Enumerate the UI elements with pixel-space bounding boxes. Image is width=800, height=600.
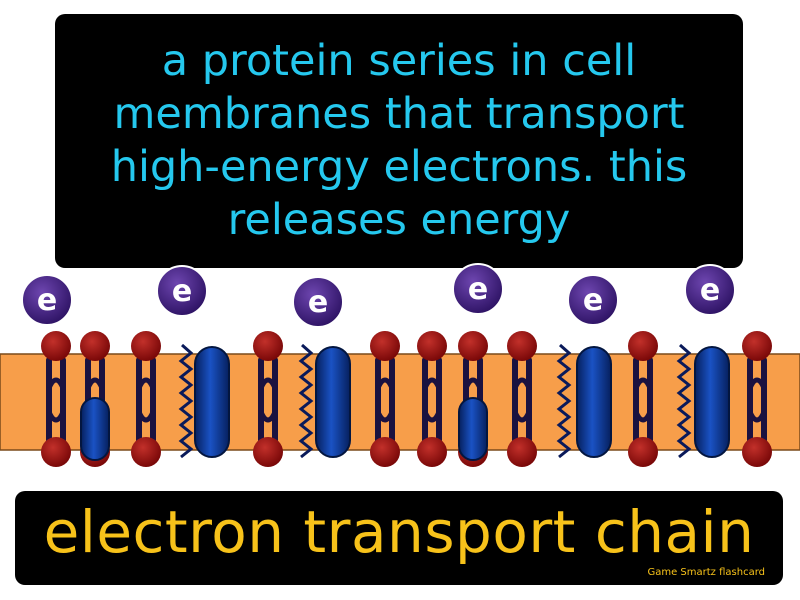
small-protein (80, 397, 110, 461)
lipid-tail (136, 357, 156, 443)
lipid-tail (633, 357, 653, 443)
lipid-head (417, 331, 447, 361)
transport-protein (315, 346, 351, 458)
lipid-tail-curve (512, 377, 532, 423)
term-title: electron transport chain (43, 498, 755, 566)
lipid-head (742, 331, 772, 361)
lipid-tail-curve (633, 377, 653, 423)
lipid-tail (747, 357, 767, 443)
electron-icon (156, 265, 208, 317)
zigzag-chain (298, 343, 314, 459)
transport-protein (576, 346, 612, 458)
electron-icon (567, 274, 619, 326)
lipid-head (458, 331, 488, 361)
brand-label: Game Smartz flashcard (647, 567, 765, 578)
lipid-head (370, 437, 400, 467)
lipid-head (628, 331, 658, 361)
electron-label: e (172, 274, 192, 309)
lipid-head (80, 331, 110, 361)
electron-label: e (583, 283, 603, 318)
lipid-tail-curve (375, 377, 395, 423)
membrane-band (0, 353, 800, 451)
electron-icon (292, 276, 344, 328)
electron-icon (452, 263, 504, 315)
electron-label: e (700, 273, 720, 308)
lipid-tail (512, 357, 532, 443)
electron-label: e (37, 283, 57, 318)
lipid-head (628, 437, 658, 467)
electron-label: e (308, 285, 328, 320)
lipid-head (507, 331, 537, 361)
lipid-head (742, 437, 772, 467)
term-box: electron transport chain Game Smartz fla… (15, 491, 783, 585)
lipid-head (507, 437, 537, 467)
lipid-head (41, 437, 71, 467)
definition-box: a protein series in cell membranes that … (55, 14, 743, 268)
electron-icon (684, 264, 736, 316)
small-protein (458, 397, 488, 461)
lipid-head (417, 437, 447, 467)
lipid-head (41, 331, 71, 361)
lipid-head (370, 331, 400, 361)
electron-icon (21, 274, 73, 326)
lipid-head (253, 331, 283, 361)
zigzag-chain (676, 343, 692, 459)
transport-protein (194, 346, 230, 458)
lipid-head (131, 331, 161, 361)
lipid-tail-curve (136, 377, 156, 423)
lipid-tail-curve (46, 377, 66, 423)
definition-text: a protein series in cell membranes that … (110, 36, 688, 245)
transport-protein (694, 346, 730, 458)
lipid-tail (258, 357, 278, 443)
lipid-tail (422, 357, 442, 443)
lipid-head (253, 437, 283, 467)
zigzag-chain (178, 343, 194, 459)
lipid-tail (46, 357, 66, 443)
electron-label: e (468, 272, 488, 307)
lipid-tail-curve (258, 377, 278, 423)
zigzag-chain (556, 343, 572, 459)
lipid-tail-curve (747, 377, 767, 423)
lipid-tail (375, 357, 395, 443)
lipid-head (131, 437, 161, 467)
lipid-tail-curve (422, 377, 442, 423)
